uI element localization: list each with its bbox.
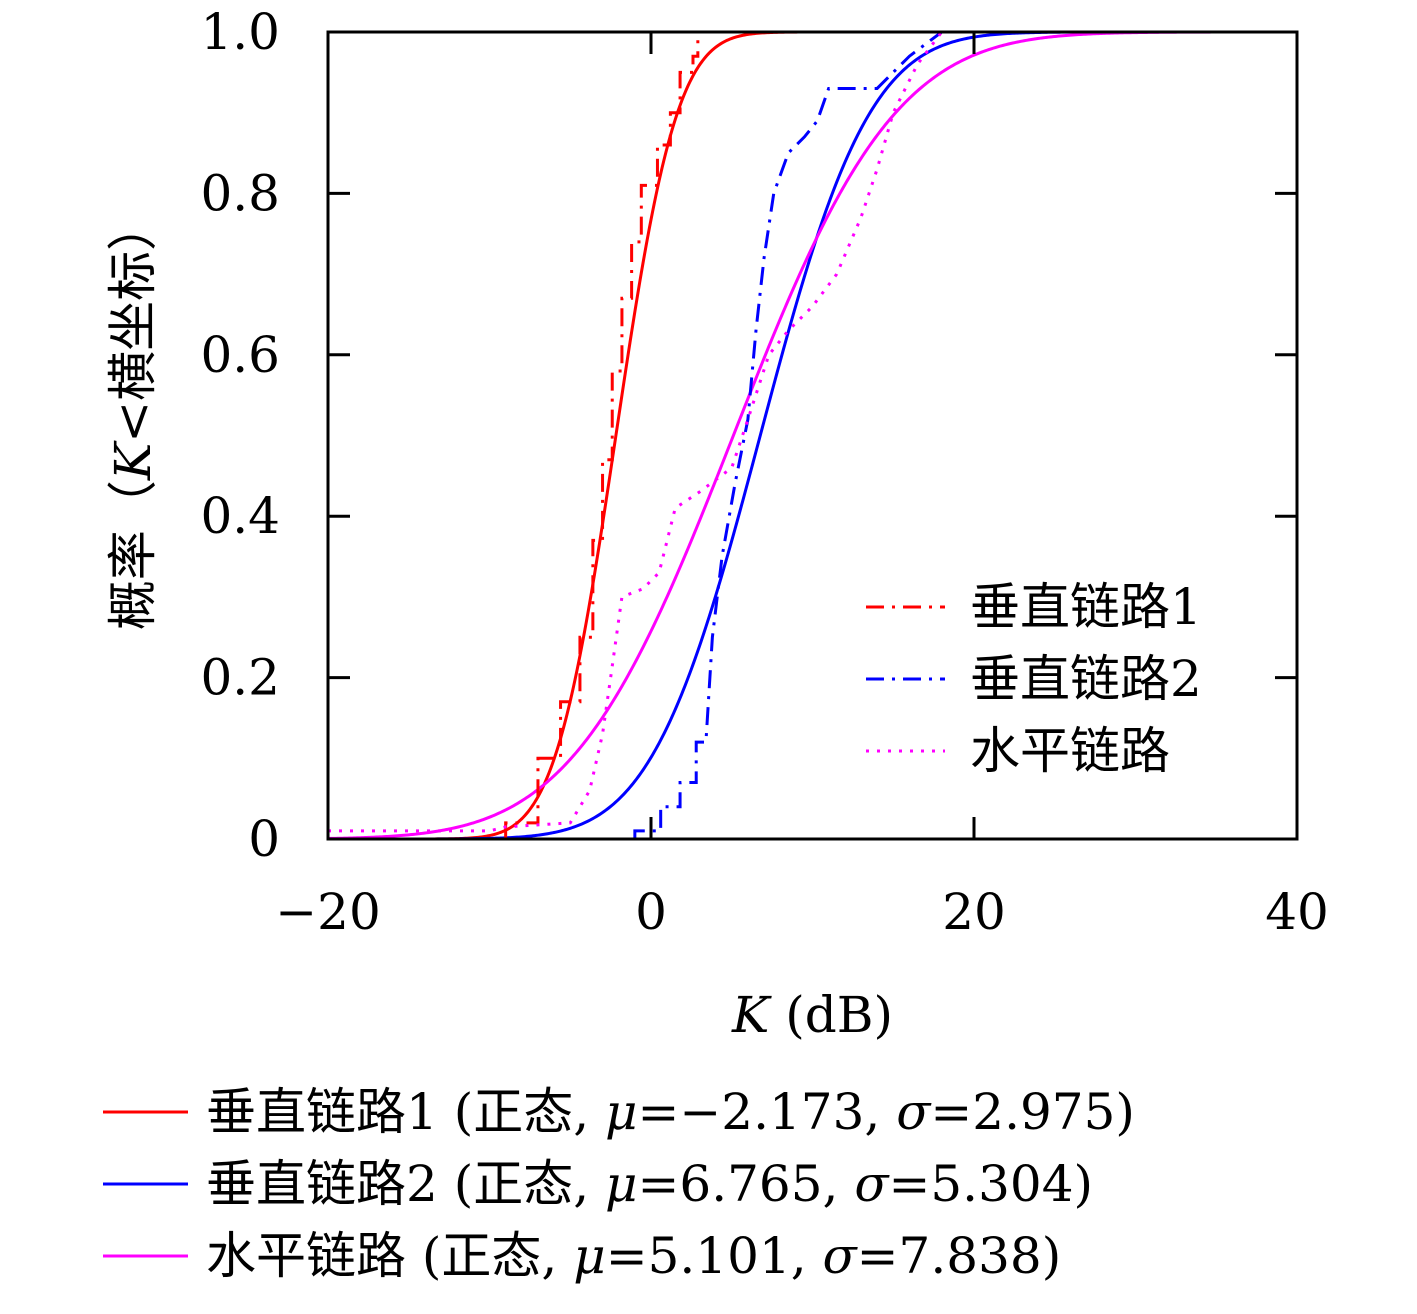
x-axis-var: K xyxy=(731,986,772,1044)
y-tick-label: 0 xyxy=(248,810,280,868)
plot-frame xyxy=(326,30,1299,841)
empirical-curve-1 xyxy=(504,32,1297,839)
y-axis-suffix: <横坐标） xyxy=(104,201,162,443)
empirical-curve-2 xyxy=(633,32,1297,839)
x-axis-title: K (dB) xyxy=(731,986,893,1044)
y-tick-label: 0.2 xyxy=(200,649,280,707)
y-axis-prefix: 概率（ xyxy=(104,480,162,630)
y-axis-var: K xyxy=(104,440,162,481)
bottom-legend: 垂直链路1 (正态, μ=−2.173, σ=2.975) 垂直链路2 (正态, … xyxy=(103,1083,1135,1285)
bottom-legend-label: 水平链路 (正态, μ=5.101, σ=7.838) xyxy=(206,1227,1061,1285)
legend-label: 水平链路 xyxy=(970,722,1170,780)
x-tick-label: 20 xyxy=(942,883,1006,941)
series-layer xyxy=(328,32,1297,839)
x-tick-label: −20 xyxy=(275,883,381,941)
legend-label: 垂直链路1 xyxy=(970,578,1202,636)
ticks-layer: −20 0 20 40 0 0.2 0.4 0.6 0.8 1.0 xyxy=(200,3,1328,941)
bottom-legend-label: 垂直链路1 (正态, μ=−2.173, σ=2.975) xyxy=(206,1083,1135,1141)
x-axis-unit: (dB) xyxy=(769,986,893,1044)
inner-legend: 垂直链路1 垂直链路2 水平链路 xyxy=(866,578,1202,780)
empirical-curve-3 xyxy=(328,32,1297,833)
y-tick-label: 0.6 xyxy=(200,326,280,384)
fitted-curve-1 xyxy=(328,32,1297,839)
y-tick-label: 0.4 xyxy=(200,487,280,545)
y-axis-title: 概率（K<横坐标） xyxy=(104,201,162,630)
fitted-curve-3 xyxy=(328,32,1297,839)
x-tick-label: 0 xyxy=(635,883,667,941)
y-tick-label: 0.8 xyxy=(200,164,280,222)
legend-label: 垂直链路2 xyxy=(970,650,1202,708)
x-tick-label: 40 xyxy=(1265,883,1329,941)
y-tick-label: 1.0 xyxy=(200,3,280,61)
bottom-legend-label: 垂直链路2 (正态, μ=6.765, σ=5.304) xyxy=(206,1155,1093,1213)
fitted-curve-2 xyxy=(328,32,1297,839)
